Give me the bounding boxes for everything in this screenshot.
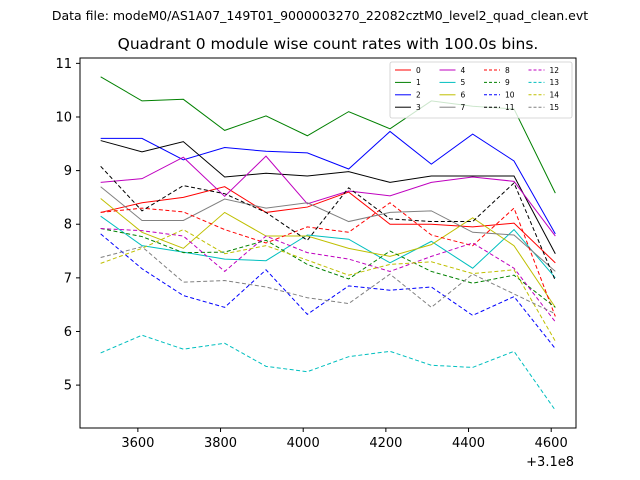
series-line-2 [100,130,556,235]
x-tick-label: 4600 [535,436,568,451]
series-line-3 [100,140,556,254]
legend-label-15: 15 [550,103,560,112]
legend-frame [389,61,573,119]
y-tick-label: 5 [64,379,72,394]
x-tick-label: 4400 [452,436,485,451]
series-line-14 [100,229,556,342]
x-axis-offset-label: +3.1e8 [526,455,574,470]
plot-area-frame [79,57,577,429]
legend-label-4: 4 [461,66,466,75]
series-line-0 [100,186,556,264]
legend-label-12: 12 [550,66,560,75]
legend-label-10: 10 [505,91,515,100]
series-line-9 [100,228,556,308]
y-tick-label: 8 [64,218,72,233]
series-line-13 [100,334,556,411]
legend-label-6: 6 [461,91,466,100]
y-tick-label: 7 [64,271,72,286]
series-line-4 [100,155,556,237]
legend-label-8: 8 [505,66,510,75]
x-tick-label: 4000 [287,436,320,451]
legend-label-5: 5 [461,78,466,87]
series-line-11 [100,165,556,281]
series-line-7 [100,186,556,272]
legend-label-13: 13 [550,78,560,87]
legend-label-7: 7 [461,103,466,112]
series-line-8 [100,202,556,317]
x-axis: 3600 3800 4000 4200 4400 4600 [121,428,568,451]
legend-label-3: 3 [416,103,421,112]
chart-supertitle: Data file: modeM0/AS1A07_149T01_90000032… [52,8,588,23]
x-tick-label: 4200 [369,436,402,451]
x-tick-label: 3800 [204,436,237,451]
legend-label-9: 9 [505,78,510,87]
legend-label-11: 11 [505,103,515,112]
legend-label-14: 14 [550,91,560,100]
series-line-10 [100,233,556,349]
series-layer [100,76,556,411]
legend-label-1: 1 [416,78,421,87]
x-tick-label: 3600 [121,436,154,451]
chart-title: Quadrant 0 module wise count rates with … [118,35,539,53]
y-tick-label: 10 [55,110,72,125]
y-axis: 5 6 7 8 9 10 11 [55,57,80,394]
series-line-12 [100,228,556,323]
series-line-15 [100,246,556,315]
legend-label-2: 2 [416,91,421,100]
y-tick-label: 9 [64,164,72,179]
series-line-5 [100,215,556,279]
y-tick-label: 11 [55,57,72,72]
y-tick-label: 6 [64,325,72,340]
legend-label-0: 0 [416,66,421,75]
series-line-6 [100,198,556,308]
